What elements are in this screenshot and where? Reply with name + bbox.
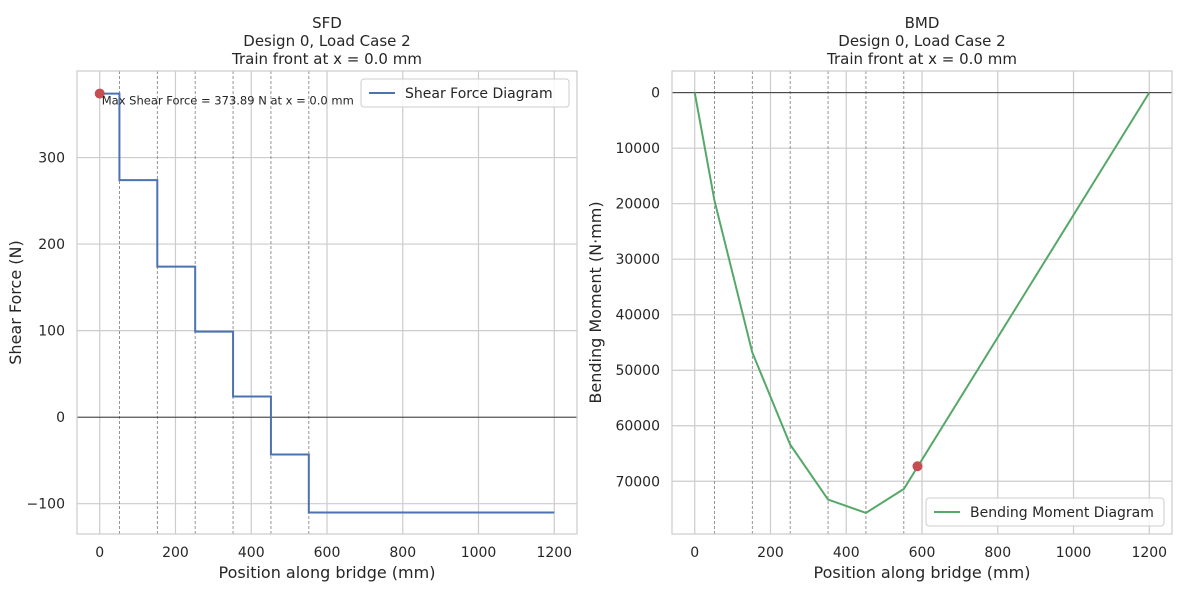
bmd-title-line-1: BMD (905, 14, 940, 32)
bmd-legend-box (925, 497, 1165, 527)
sfd-x-tick-600: 600 (314, 545, 341, 561)
sfd-x-tick-200: 200 (162, 545, 189, 561)
sfd-legend-label: Shear Force Diagram (405, 86, 553, 102)
bmd-y-tick-50000: 50000 (615, 363, 660, 379)
sfd-marker-point (94, 88, 105, 99)
sfd-y-tick-100: 100 (38, 324, 65, 340)
sfd-y-tick-200: 200 (38, 237, 65, 253)
bmd-y-tick-60000: 60000 (615, 419, 660, 435)
sfd-title-line-3: Train front at x = 0.0 mm (231, 50, 422, 68)
sfd-title-line-2: Design 0, Load Case 2 (243, 32, 410, 50)
bmd-x-ticks: 0 200 400 600 800 1000 1200 (690, 545, 1167, 561)
sfd-y-tick--100: −100 (27, 497, 65, 513)
bmd-grid (672, 71, 1172, 534)
bmd-y-tick-0: 0 (651, 86, 660, 102)
sfd-max-annotation: Max Shear Force = 373.89 N at x = 0.0 mm (102, 94, 354, 108)
bmd-x-tick-200: 200 (757, 545, 784, 561)
sfd-series (99, 92, 555, 514)
bmd-marker-point (912, 461, 923, 472)
sfd-x-tick-400: 400 (238, 545, 265, 561)
bmd-point-marker (912, 461, 923, 472)
sfd-x-ticks: 0 200 400 600 800 1000 1200 (95, 545, 572, 561)
bmd-x-tick-0: 0 (690, 545, 699, 561)
sfd-x-tick-800: 800 (389, 545, 416, 561)
bmd-y-tick-40000: 40000 (615, 308, 660, 324)
sfd-legend-box (360, 78, 570, 108)
sfd-x-axis-label: Position along bridge (mm) (219, 563, 436, 582)
bmd-legend-label: Bending Moment Diagram (970, 505, 1154, 521)
bmd-y-tick-30000: 30000 (615, 252, 660, 268)
bmd-x-tick-600: 600 (909, 545, 936, 561)
bmd-load-position-lines (714, 71, 905, 534)
bmd-y-tick-20000: 20000 (615, 197, 660, 213)
sfd-y-axis-label: Shear Force (N) (6, 240, 25, 364)
bmd-plot-frame (671, 70, 1173, 535)
sfd-load-position-lines (119, 71, 310, 534)
bmd-x-tick-400: 400 (833, 545, 860, 561)
bmd-series-line-0 (693, 92, 1151, 515)
sfd-chart: Max Shear Force = 373.89 N at x = 0.0 mm… (6, 14, 578, 582)
bmd-legend: Bending Moment Diagram (925, 497, 1165, 527)
sfd-y-tick-0: 0 (56, 410, 65, 426)
bmd-chart: 0 200 400 600 800 1000 1200 0 10000 20000 30000 40… (586, 14, 1173, 582)
sfd-series-line-0 (99, 92, 555, 514)
bmd-y-tick-70000: 70000 (615, 474, 660, 490)
sfd-x-tick-1000: 1000 (461, 545, 497, 561)
bmd-title-line-3: Train front at x = 0.0 mm (826, 50, 1017, 68)
sfd-y-tick-300: 300 (38, 151, 65, 167)
sfd-grid (77, 71, 577, 534)
bmd-y-axis-label: Bending Moment (N·mm) (586, 201, 605, 403)
bmd-y-tick-10000: 10000 (615, 141, 660, 157)
sfd-title-line-1: SFD (312, 14, 342, 32)
bmd-x-tick-1200: 1200 (1131, 545, 1167, 561)
sfd-max-marker (94, 88, 105, 99)
bmd-y-ticks: 0 10000 20000 30000 40000 50000 60000 70000 (615, 86, 660, 491)
bmd-x-axis-label: Position along bridge (mm) (814, 563, 1031, 582)
bmd-x-tick-800: 800 (984, 545, 1011, 561)
bmd-series (693, 92, 1151, 515)
sfd-y-ticks: −100 0 100 200 300 (27, 151, 65, 513)
sfd-x-tick-0: 0 (95, 545, 104, 561)
sfd-x-tick-1200: 1200 (536, 545, 572, 561)
bmd-title-line-2: Design 0, Load Case 2 (838, 32, 1005, 50)
sfd-plot-frame (76, 70, 578, 535)
bmd-x-tick-1000: 1000 (1056, 545, 1092, 561)
sfd-legend: Shear Force Diagram (360, 78, 570, 108)
